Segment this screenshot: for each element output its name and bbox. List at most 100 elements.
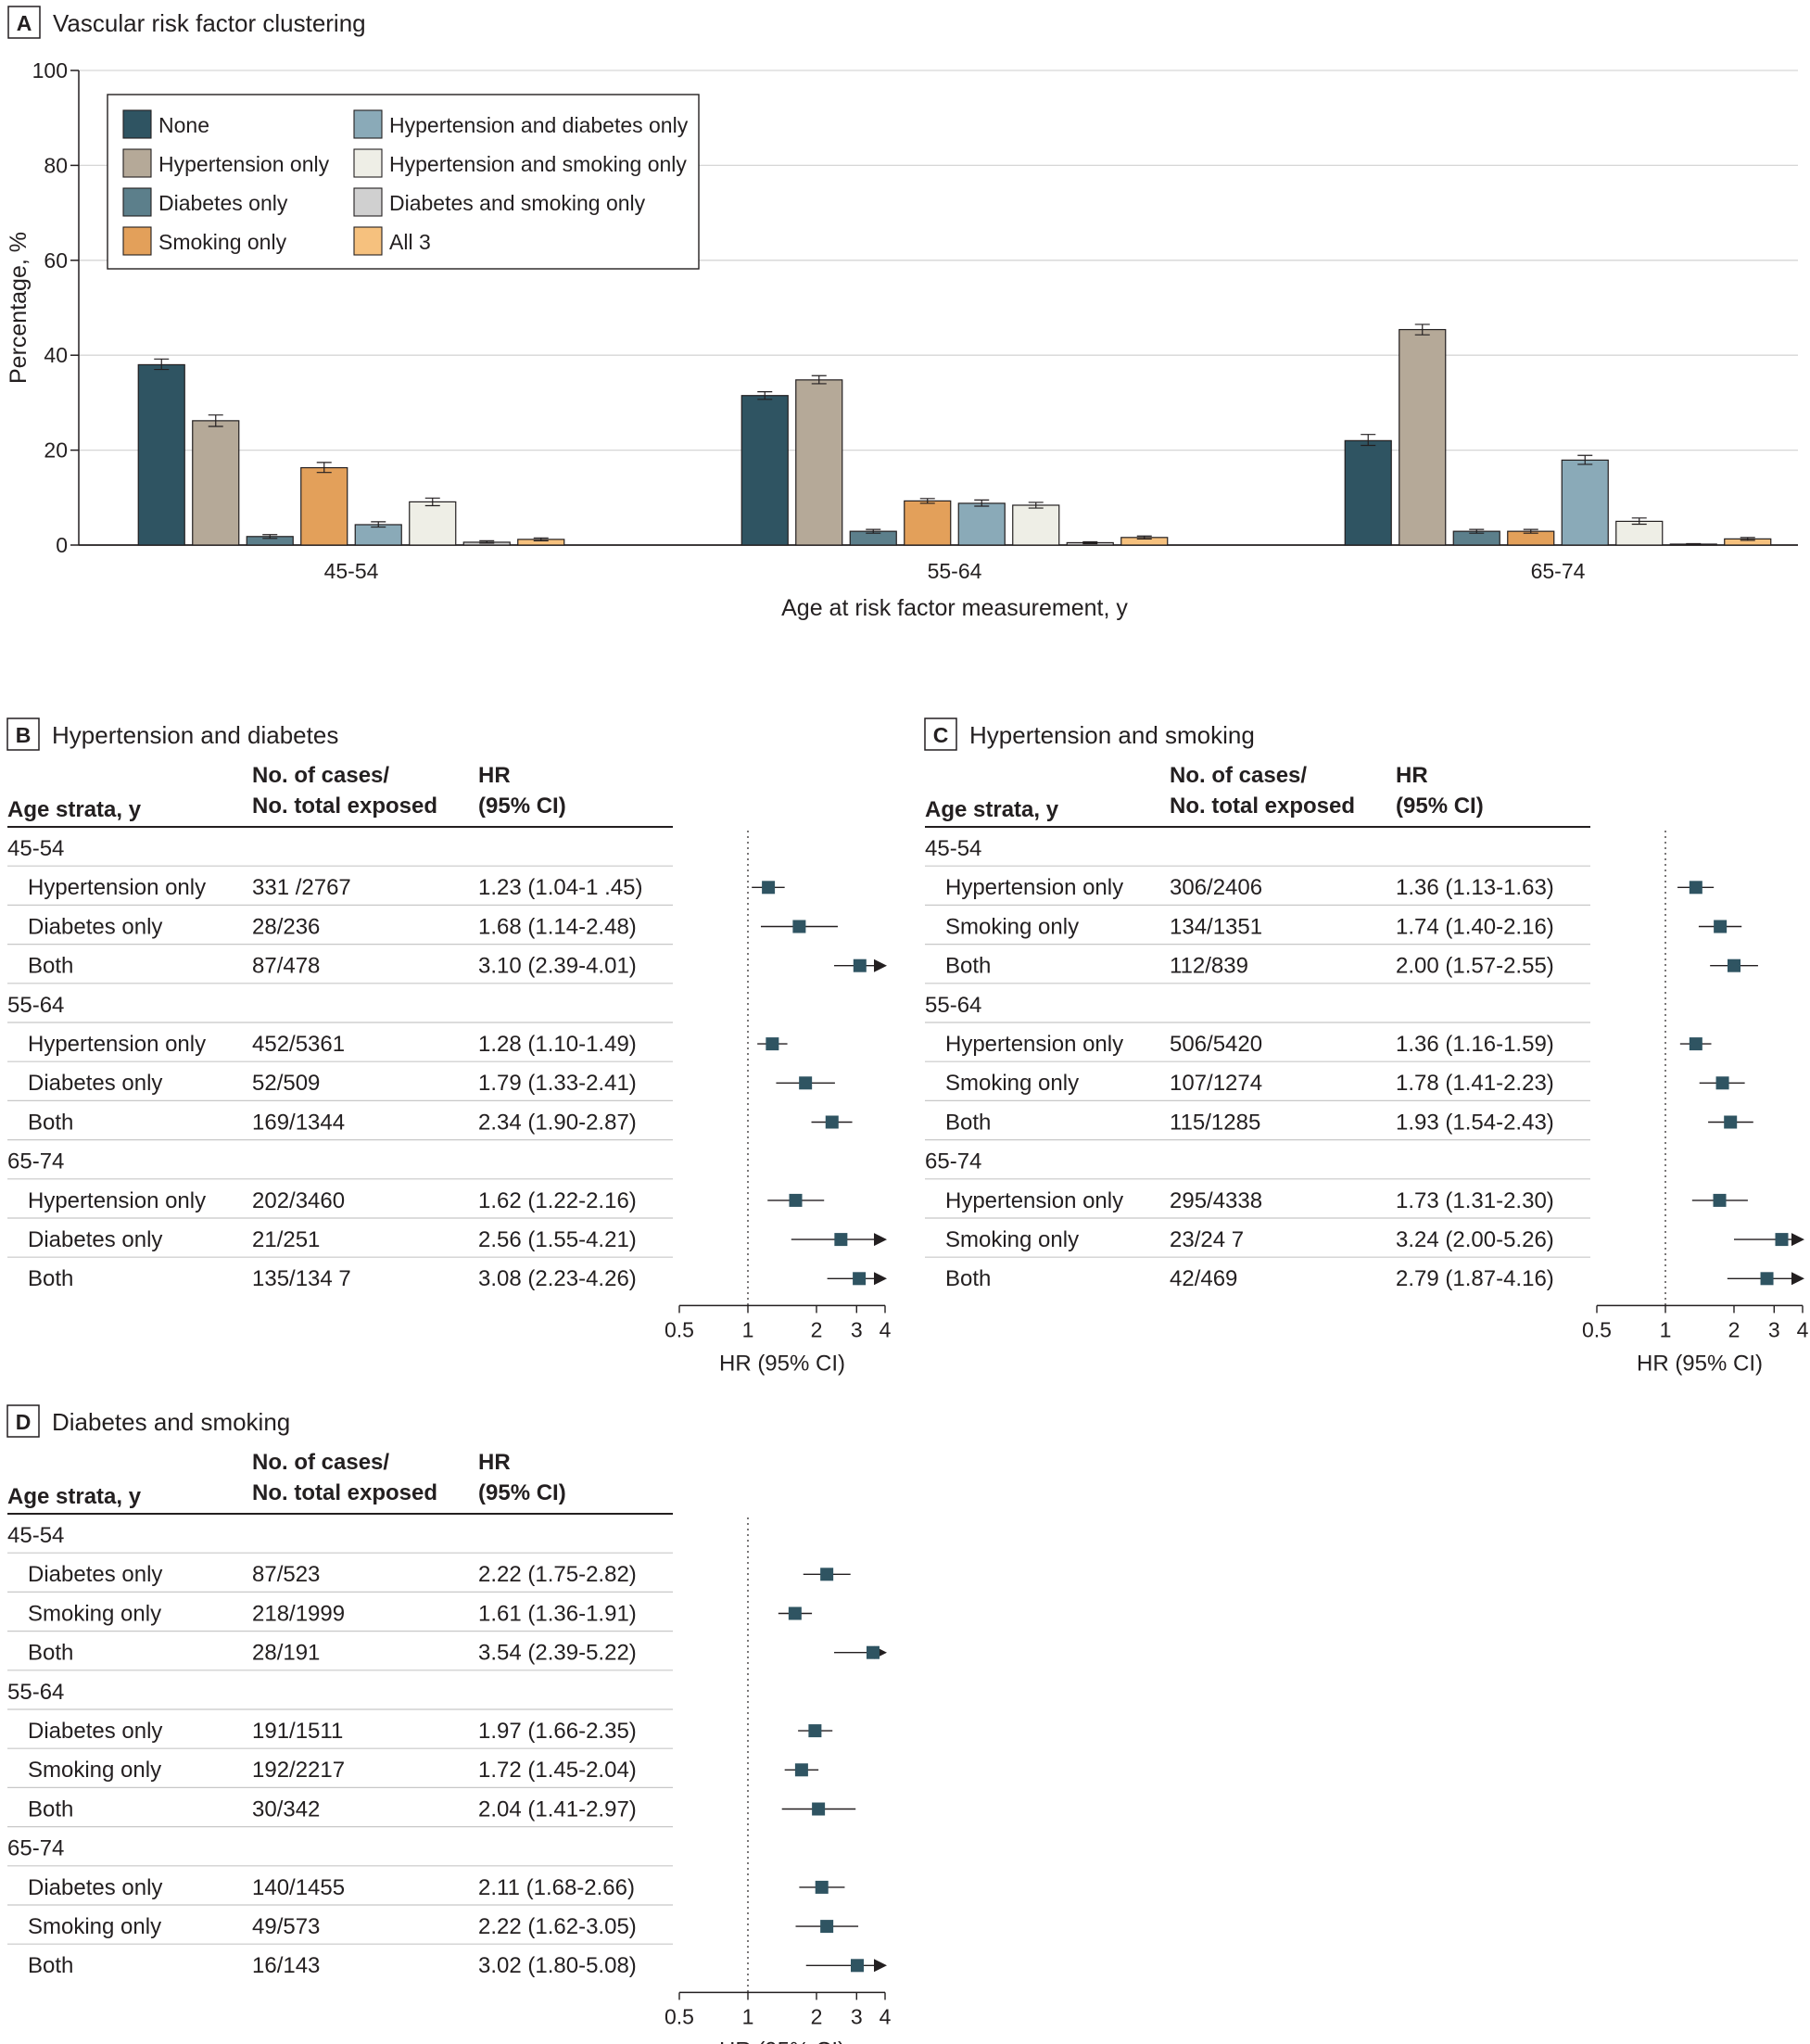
panel-c-header-hr: HR: [1396, 763, 1428, 788]
panel-b-row-label: Both: [28, 1110, 73, 1135]
bar: [1561, 459, 1609, 546]
panel-b-row-hr: 3.10 (2.39-4.01): [478, 954, 637, 979]
panel-c-row-cases: 107/1274: [1170, 1071, 1262, 1096]
panel-d-x-tick-label: 2: [811, 2004, 823, 2028]
bar: [300, 466, 348, 546]
panel-d-x-tick-label: 3: [851, 2004, 863, 2028]
panel-c-x-axis-label: HR (95% CI): [1637, 1351, 1763, 1376]
bar: [137, 363, 185, 546]
panel-c-row-label: Smoking only: [945, 1227, 1079, 1252]
panel-d-row-hr: 1.61 (1.36-1.91): [478, 1601, 637, 1626]
y-axis-label: Percentage, %: [6, 232, 32, 384]
panel-c-header-cases: No. total exposed: [1170, 793, 1355, 819]
panel-d-row-hr: 2.04 (1.41-2.97): [478, 1796, 637, 1822]
panel-c-row-label: Hypertension only: [945, 875, 1123, 900]
panel-d-row-label: Smoking only: [28, 1758, 161, 1783]
legend-swatch: [353, 148, 383, 178]
panel-b-hr-marker: [799, 1076, 813, 1090]
panel-b-x-tick-label: 2: [811, 1317, 823, 1341]
panel-d-row-hr: 3.02 (1.80-5.08): [478, 1953, 637, 1978]
panel-d-x-axis-label: HR (95% CI): [719, 2038, 845, 2044]
x-tick-label: 65-74: [1531, 559, 1586, 583]
panel-c-x-tick-label: 0.5: [1582, 1317, 1612, 1341]
panel-c-row-cases: 112/839: [1170, 954, 1248, 979]
panel-c-group-label: 55-64: [925, 993, 981, 1018]
panel-d-row-label: Smoking only: [28, 1601, 161, 1626]
panel-d-row-hr: 3.54 (2.39-5.22): [478, 1641, 637, 1666]
legend: None Hypertension only Diabetes only Smokin…: [107, 94, 700, 270]
panel-b-row-label: Diabetes only: [28, 1071, 162, 1096]
panel-c-hr-marker: [1760, 1272, 1774, 1286]
panel-b-row-label: Both: [28, 954, 73, 979]
panel-b-hr-marker: [834, 1233, 848, 1247]
panel-c-row-cases: 506/5420: [1170, 1032, 1262, 1057]
panel-d-letter-box: [6, 1404, 40, 1438]
panel-c-row-hr: 1.78 (1.41-2.23): [1396, 1071, 1554, 1096]
legend-label: Diabetes and smoking only: [389, 191, 646, 215]
panel-c-row-label: Both: [945, 1266, 991, 1291]
panel-c-row-hr: 1.93 (1.54-2.43): [1396, 1110, 1554, 1135]
panel-d-row-cases: 192/2217: [252, 1758, 345, 1783]
panel-c-hr-marker: [1714, 920, 1728, 933]
panel-b-row-cases: 135/134 7: [252, 1266, 351, 1291]
panel-d-row-label: Smoking only: [28, 1914, 161, 1939]
legend-label: All 3: [389, 230, 431, 254]
panel-c-row-hr: 1.36 (1.16-1.59): [1396, 1032, 1554, 1057]
legend-label: Hypertension and diabetes only: [389, 113, 689, 137]
bar: [904, 500, 952, 546]
legend-swatch: [122, 148, 152, 178]
panel-c-hr-marker: [1724, 1115, 1738, 1129]
panel-b-hr-marker: [853, 959, 867, 972]
panel-b-row-hr: 1.62 (1.22-2.16): [478, 1188, 637, 1213]
panel-b-row-label: Diabetes only: [28, 914, 162, 939]
panel-b-letter: B: [16, 723, 32, 747]
panel-b-hr-marker: [825, 1115, 839, 1129]
legend-swatch: [122, 226, 152, 256]
panel-c-row-cases: 306/2406: [1170, 875, 1262, 900]
panel-b-hr-marker: [789, 1193, 803, 1207]
panel-b-group-label: 65-74: [7, 1149, 64, 1174]
panel-d-group-label: 65-74: [7, 1836, 64, 1861]
panel-c-title: Hypertension and smoking: [969, 721, 1255, 749]
panel-d-row-hr: 1.72 (1.45-2.04): [478, 1758, 637, 1783]
panel-c-x-tick-label: 2: [1728, 1317, 1740, 1341]
panel-d-x-tick-label: 4: [880, 2004, 892, 2028]
panel-b-header-hr: (95% CI): [478, 793, 566, 819]
legend-swatch: [122, 187, 152, 217]
legend-label: Hypertension and smoking only: [389, 152, 687, 176]
panel-b-x-tick-label: 4: [880, 1317, 892, 1341]
bar: [354, 524, 402, 546]
panel-b-row-hr: 2.34 (1.90-2.87): [478, 1110, 637, 1135]
panel-b-hr-marker: [762, 881, 776, 895]
panel-b-row-hr: 1.68 (1.14-2.48): [478, 914, 637, 939]
panel-b-hr-marker: [766, 1037, 779, 1051]
panel-b-header-strata: Age strata, y: [7, 797, 142, 822]
panel-b-row-label: Hypertension only: [28, 1032, 206, 1057]
panel-c-row-cases: 42/469: [1170, 1266, 1237, 1291]
legend-swatch: [353, 187, 383, 217]
panel-d-row-label: Diabetes only: [28, 1875, 162, 1900]
panel-d-header-cases: No. total exposed: [252, 1480, 437, 1505]
panel-b-row-cases: 52/509: [252, 1071, 320, 1096]
panel-b-row-cases: 169/1344: [252, 1110, 345, 1135]
panel-b-row-hr: 1.23 (1.04-1 .45): [478, 875, 642, 900]
x-axis-label: Age at risk factor measurement, y: [781, 595, 1128, 621]
y-tick-label: 100: [32, 58, 68, 83]
panel-d-row-cases: 140/1455: [252, 1875, 345, 1900]
y-tick-label: 40: [44, 343, 68, 367]
panel-d-row-label: Both: [28, 1796, 73, 1822]
legend-label: Diabetes only: [158, 191, 288, 215]
panel-d-header-cases: No. of cases/: [252, 1450, 389, 1475]
bar: [740, 395, 789, 546]
panel-c-ci-arrow: [1791, 1272, 1804, 1286]
panel-d-hr-marker: [866, 1645, 880, 1659]
panel-a-title: Vascular risk factor clustering: [53, 9, 366, 37]
bar: [409, 501, 457, 546]
legend-swatch: [353, 226, 383, 256]
panel-b-group-label: 55-64: [7, 993, 64, 1018]
panel-b-x-axis-label: HR (95% CI): [719, 1351, 845, 1376]
panel-b-hr-marker: [853, 1272, 867, 1286]
panel-a-letter-box: [7, 6, 41, 39]
panel-d-row-cases: 49/573: [252, 1914, 320, 1939]
bar: [795, 379, 843, 546]
